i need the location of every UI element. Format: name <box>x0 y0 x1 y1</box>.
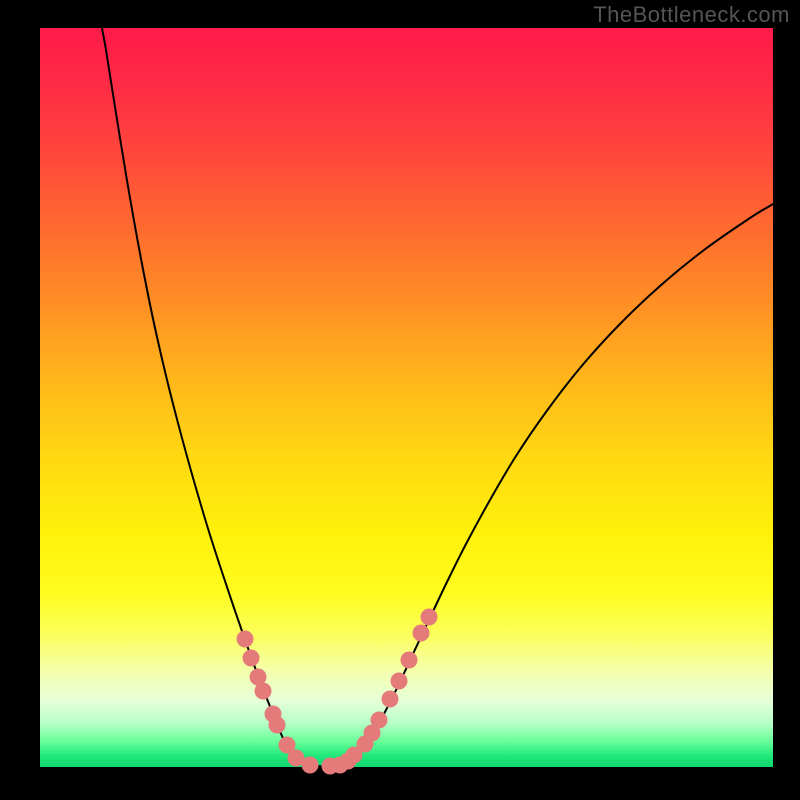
curve-layer <box>40 28 773 767</box>
marker-dot <box>243 650 260 667</box>
markers-left-branch <box>237 631 319 774</box>
marker-dot <box>401 652 418 669</box>
marker-dot <box>382 691 399 708</box>
marker-dot <box>255 683 272 700</box>
watermark-text: TheBottleneck.com <box>593 2 790 28</box>
bottleneck-curve <box>102 28 773 766</box>
marker-dot <box>302 757 319 774</box>
markers-right-branch <box>322 609 438 775</box>
marker-dot <box>237 631 254 648</box>
plot-area <box>40 28 773 767</box>
marker-dot <box>413 625 430 642</box>
marker-dot <box>269 717 286 734</box>
marker-dot <box>391 673 408 690</box>
marker-dot <box>421 609 438 626</box>
marker-dot <box>371 712 388 729</box>
